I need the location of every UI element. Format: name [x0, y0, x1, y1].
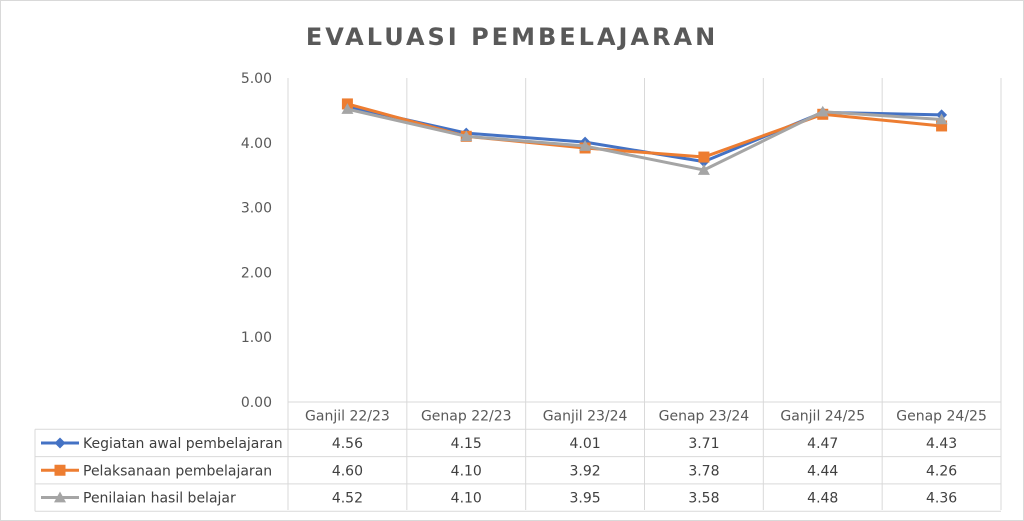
- table-cell-value: 4.10: [451, 463, 482, 479]
- y-tick-label: 2.00: [241, 265, 272, 281]
- y-axis: 0.00 1.00 2.00 3.00 4.00 5.00: [241, 71, 272, 411]
- data-point-marker: [460, 130, 473, 142]
- data-point-marker: [54, 464, 66, 476]
- table-cell-value: 4.01: [569, 436, 600, 452]
- y-tick-label: 0.00: [241, 395, 272, 411]
- table-cell-value: 3.71: [688, 436, 719, 452]
- table-cell-value: 4.60: [332, 463, 363, 479]
- data-point-marker: [697, 164, 710, 175]
- x-category-label: Genap 24/25: [896, 409, 987, 425]
- table-cell-value: 3.92: [569, 463, 600, 479]
- table-cell-value: 3.78: [688, 463, 719, 479]
- table-cell-value: 4.43: [926, 436, 957, 452]
- data-point-marker: [698, 151, 710, 163]
- table-cell-value: 4.10: [451, 491, 482, 507]
- table-cell-value: 4.48: [807, 491, 838, 507]
- data-point-marker: [935, 113, 948, 125]
- legend-label: Kegiatan awal pembelajaran: [83, 436, 283, 452]
- grid-lines: [287, 78, 1002, 510]
- table-cell-value: 4.36: [926, 491, 957, 507]
- y-tick-label: 3.00: [241, 201, 272, 217]
- series-group: [341, 98, 948, 175]
- table-cell-value: 4.56: [332, 436, 363, 452]
- x-category-label: Ganjil 24/25: [780, 409, 865, 425]
- y-tick-label: 1.00: [241, 330, 272, 346]
- legend-label: Pelaksanaan pembelajaran: [83, 463, 272, 479]
- table-cell-value: 4.52: [332, 491, 363, 507]
- table-cell-value: 4.47: [807, 436, 838, 452]
- data-point-marker: [54, 491, 66, 503]
- data-point-marker: [936, 120, 948, 132]
- table-cell-value: 3.58: [688, 491, 719, 507]
- series-line: [345, 107, 944, 172]
- x-category-label: Ganjil 23/24: [543, 409, 628, 425]
- data-point-marker: [54, 437, 66, 449]
- data-point-marker: [816, 105, 829, 117]
- table-cell-value: 4.44: [807, 463, 838, 479]
- chart-title: EVALUASI PEMBELAJARAN: [306, 23, 718, 51]
- y-tick-label: 5.00: [241, 71, 272, 87]
- series-3: [341, 103, 948, 175]
- legend-label: Penilaian hasil belajar: [83, 491, 236, 507]
- table-cell-value: 3.95: [569, 491, 600, 507]
- x-category-label: Genap 22/23: [421, 409, 512, 425]
- table-cell-value: 4.15: [451, 436, 482, 452]
- data-point-marker: [579, 140, 592, 151]
- data-point-marker: [341, 103, 354, 114]
- data-table: Ganjil 22/23 Genap 22/23 Ganjil 23/24 Genap…: [34, 401, 1001, 512]
- x-category-label: Genap 23/24: [659, 409, 750, 425]
- x-category-label: Ganjil 22/23: [305, 409, 390, 425]
- table-cell-value: 4.26: [926, 463, 957, 479]
- y-tick-label: 4.00: [241, 136, 272, 152]
